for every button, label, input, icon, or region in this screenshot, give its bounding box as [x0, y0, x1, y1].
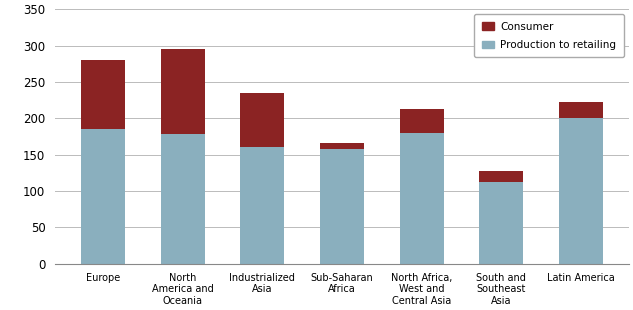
Bar	[479, 171, 523, 182]
Bar	[241, 93, 284, 147]
Legend: Consumer, Production to retailing: Consumer, Production to retailing	[474, 14, 624, 57]
Bar	[161, 49, 204, 134]
Bar	[320, 149, 364, 264]
Bar	[81, 129, 125, 264]
Bar	[320, 143, 364, 149]
Bar	[81, 60, 125, 129]
Bar	[399, 133, 444, 264]
Bar	[479, 182, 523, 264]
Bar	[241, 147, 284, 264]
Bar	[559, 118, 603, 264]
Bar	[399, 109, 444, 133]
Bar	[161, 134, 204, 264]
Bar	[559, 102, 603, 118]
